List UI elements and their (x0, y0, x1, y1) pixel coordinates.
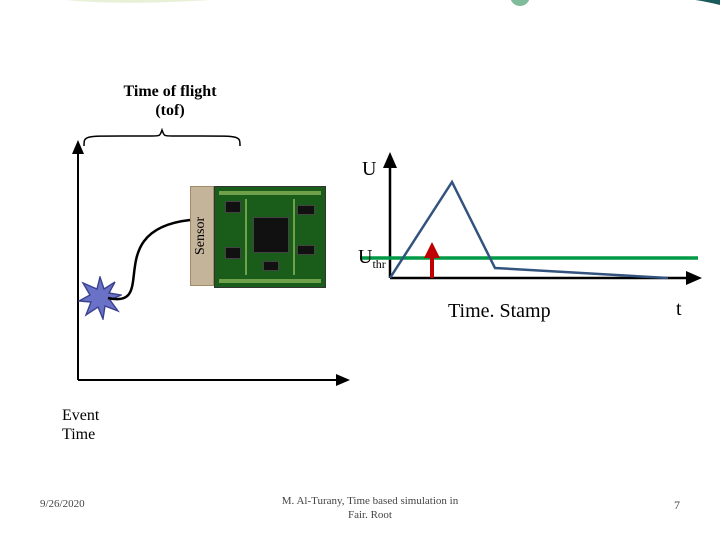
header-swirl (0, 0, 720, 40)
event-time-label: Event Time (62, 406, 99, 444)
uthr-u: U (358, 246, 372, 268)
footer-center: M. Al-Turany, Time based simulation in F… (250, 494, 490, 523)
footer-center-line1: M. Al-Turany, Time based simulation in (282, 495, 458, 507)
signal-plot (350, 150, 710, 310)
footer-page: 7 (674, 498, 680, 513)
timestamp-label: Time. Stamp (448, 300, 551, 323)
t-axis-label: t (676, 298, 682, 321)
u-axis-label: U (362, 158, 376, 181)
tof-line1: Time of flight (123, 83, 216, 100)
event-time-line2: Time (62, 426, 95, 443)
tof-line2: (tof) (155, 102, 184, 119)
footer-date: 9/26/2020 (40, 498, 85, 510)
event-time-line1: Event (62, 407, 99, 424)
tof-label: Time of flight (tof) (100, 82, 240, 120)
uthr-sub: thr (372, 257, 385, 271)
event-to-sensor-curve (90, 200, 210, 320)
uthr-label: Uthr (358, 246, 386, 272)
footer-center-line2: Fair. Root (348, 509, 392, 521)
